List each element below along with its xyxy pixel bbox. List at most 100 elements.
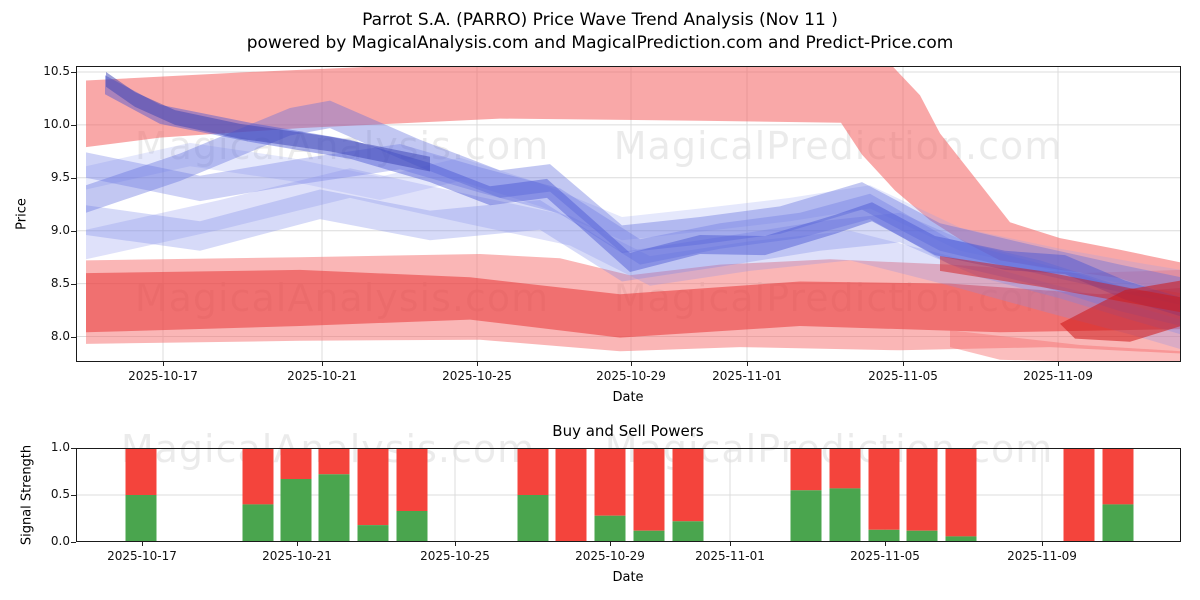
y-tick-mark [71,542,76,543]
buy-bar-segment [517,495,549,542]
sell-bar-segment [1063,448,1095,542]
sell-bar-segment [829,448,861,489]
sell-bar-segment [357,448,389,526]
band-blue-mid-fan [86,189,1181,335]
x-tick-mark [163,362,164,366]
y-tick-label: 1.0 [50,440,70,454]
y-tick-mark [71,124,76,126]
y-tick-label: 8.0 [50,328,70,343]
band-pink-tail [950,330,1181,362]
y-tick-mark [71,72,76,74]
x-tick-mark [610,542,611,546]
x-tick-mark [730,542,731,546]
figure-title: Parrot S.A. (PARRO) Price Wave Trend Ana… [362,10,838,30]
y-tick-mark [71,230,76,232]
x-tick-label: 2025-10-21 [287,369,357,383]
x-tick-label: 2025-10-29 [575,549,645,563]
price-chart-frame [76,66,1181,362]
buy-bar-segment [906,530,938,542]
buy-bar-segment [672,521,704,542]
sell-bar-segment [242,448,274,505]
sell-bar-segment [868,448,900,530]
power-chart-frame [76,448,1181,542]
figure-subtitle: powered by MagicalAnalysis.com and Magic… [246,33,954,53]
y-tick-label: 0.5 [50,487,70,501]
power-x-axis-label: Date [612,570,644,585]
band-blue-dark-main [105,75,1181,317]
x-tick-label: 2025-11-01 [712,369,782,383]
x-tick-label: 2025-11-09 [1023,369,1093,383]
x-tick-label: 2025-11-09 [1007,549,1077,563]
sell-bar-segment [945,448,977,537]
x-tick-mark [903,362,904,366]
y-tick-label: 9.0 [50,222,70,237]
x-tick-mark [885,542,886,546]
band-blue-light-lower [86,168,1181,350]
sell-bar-segment [280,448,312,479]
x-tick-label: 2025-11-01 [695,549,765,563]
x-tick-mark [142,542,143,546]
price-x-axis-label: Date [612,390,644,405]
buy-bar-segment [242,504,274,542]
x-tick-mark [631,362,632,366]
sell-bar-segment [1102,448,1134,505]
sell-bar-segment [906,448,938,531]
x-tick-label: 2025-10-29 [596,369,666,383]
sell-bar-segment [672,448,704,522]
buy-bar-segment [1102,504,1134,542]
sell-bar-segment [594,448,626,516]
band-blue-dark-braid [106,72,430,172]
x-tick-mark [322,362,323,366]
x-tick-mark [455,542,456,546]
x-tick-label: 2025-10-17 [107,549,177,563]
y-tick-label: 10.0 [43,116,70,131]
buy-bar-segment [829,488,861,542]
sell-bar-segment [633,448,665,531]
sell-bar-segment [396,448,428,511]
band-bottom-red-inner [86,269,1181,338]
y-tick-mark [71,283,76,285]
buy-bar-segment [945,536,977,542]
x-tick-mark [747,362,748,366]
buy-bar-segment [357,525,389,542]
x-tick-label: 2025-10-25 [420,549,490,563]
sell-bar-segment [318,448,350,475]
y-tick-label: 10.5 [43,64,70,79]
x-tick-label: 2025-11-05 [850,549,920,563]
sell-bar-segment [790,448,822,491]
band-top-red [86,66,1181,298]
y-tick-mark [71,495,76,496]
buy-bar-segment [280,479,312,542]
sell-bar-segment [517,448,549,495]
buy-bar-segment [594,515,626,542]
y-tick-mark [71,336,76,338]
price-wave-chart-canvas [76,66,1181,362]
sell-bar-segment [125,448,157,495]
buy-bar-segment [790,490,822,542]
buy-bar-segment [318,474,350,542]
x-tick-mark [1058,362,1059,366]
x-tick-mark [297,542,298,546]
x-tick-mark [477,362,478,366]
sell-bar-segment [555,448,587,542]
y-tick-label: 0.0 [50,534,70,548]
x-tick-label: 2025-11-05 [868,369,938,383]
x-tick-mark [1042,542,1043,546]
x-tick-label: 2025-10-17 [128,369,198,383]
y-tick-mark [71,448,76,449]
power-chart-title: Buy and Sell Powers [552,422,704,440]
buy-bar-segment [868,529,900,542]
buy-bar-segment [125,495,157,542]
buy-bar-segment [633,530,665,542]
buy-bar-segment [396,511,428,542]
y-tick-label: 9.5 [50,169,70,184]
band-dark-red-blob [1060,280,1181,342]
band-blue-light-upper [86,142,1181,294]
watermark-text: MagicalPrediction.com [613,124,1063,168]
x-tick-label: 2025-10-25 [442,369,512,383]
x-tick-label: 2025-10-21 [262,549,332,563]
y-tick-mark [71,177,76,179]
power-bar-chart-canvas [76,448,1181,542]
